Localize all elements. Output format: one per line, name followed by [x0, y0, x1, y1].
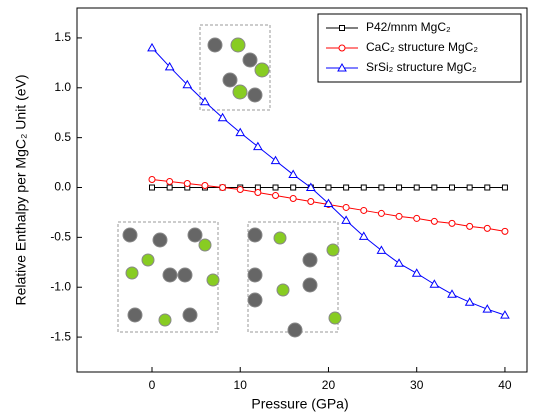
data-point: [395, 212, 403, 220]
data-point: [501, 184, 508, 191]
data-point: [501, 227, 509, 235]
data-point: [430, 217, 438, 225]
y-tick-label: 1.5: [54, 30, 71, 44]
data-point: [182, 79, 193, 89]
data-point: [323, 198, 334, 207]
structure-image: [117, 221, 220, 333]
data-point: [272, 184, 279, 191]
data-point: [483, 224, 491, 232]
data-point: [466, 222, 474, 230]
structure-image: [247, 221, 342, 338]
data-point: [288, 169, 299, 179]
data-point: [219, 184, 227, 192]
legend-marker: [337, 62, 347, 72]
x-tick-label: 0: [149, 378, 156, 392]
y-tick-label: -1.0: [50, 279, 71, 293]
data-point: [429, 279, 440, 288]
x-tick-label: 40: [498, 378, 512, 392]
y-axis-label: Relative Enthalpy per MgC₂ Unit (eV): [13, 74, 29, 305]
data-point: [343, 184, 350, 191]
data-point: [217, 112, 228, 122]
data-point: [411, 268, 422, 277]
data-point: [272, 191, 280, 199]
data-point: [253, 141, 263, 151]
y-tick-label: 0.5: [54, 130, 71, 144]
data-point: [270, 155, 281, 165]
legend-label: P42/mnm MgC₂: [366, 20, 451, 34]
data-point: [484, 184, 491, 191]
data-point: [149, 184, 155, 191]
data-point: [325, 184, 332, 191]
data-point: [307, 197, 315, 205]
data-point: [183, 180, 191, 188]
data-point: [376, 245, 387, 254]
plot-frame: [76, 7, 528, 373]
legend-label: SrSi₂ structure MgC₂: [366, 60, 477, 74]
series-line: [151, 47, 506, 316]
data-point: [358, 231, 369, 240]
data-point: [394, 258, 404, 267]
data-point: [378, 184, 385, 191]
data-point: [360, 206, 368, 214]
y-tick-label: 0.0: [54, 180, 71, 194]
x-tick-label: 10: [234, 378, 248, 392]
data-point: [201, 182, 209, 190]
data-point: [236, 186, 244, 194]
data-point: [449, 184, 455, 191]
data-point: [377, 209, 385, 217]
y-tick-label: -0.5: [50, 230, 71, 244]
y-tick-label: 1.0: [54, 80, 71, 94]
data-point: [396, 184, 403, 191]
data-point: [360, 184, 367, 191]
data-point: [164, 61, 175, 71]
data-point: [166, 184, 173, 191]
data-point: [500, 310, 510, 319]
data-point: [148, 176, 156, 184]
data-point: [289, 194, 297, 202]
x-tick-label: 20: [322, 378, 336, 392]
data-point: [290, 184, 297, 191]
data-point: [447, 289, 457, 298]
legend-marker: [339, 25, 345, 31]
data-point: [254, 188, 262, 196]
data-point: [448, 219, 456, 227]
data-point: [413, 184, 420, 191]
x-axis-label: Pressure (GPa): [251, 396, 348, 412]
data-point: [466, 184, 473, 191]
structure-image: [199, 24, 271, 111]
data-point: [166, 178, 174, 186]
data-point: [342, 203, 350, 211]
legend-label: CaC₂ structure MgC₂: [366, 40, 478, 54]
legend-marker: [338, 44, 346, 52]
data-point: [482, 304, 493, 313]
data-point: [147, 42, 157, 52]
y-tick-label: -1.5: [50, 329, 71, 343]
data-point: [235, 127, 246, 137]
data-point: [341, 215, 351, 224]
x-tick-label: 30: [410, 378, 424, 392]
data-point: [305, 182, 316, 192]
data-point: [200, 96, 210, 106]
data-point: [413, 214, 421, 222]
data-point: [464, 297, 475, 306]
data-point: [431, 184, 438, 191]
